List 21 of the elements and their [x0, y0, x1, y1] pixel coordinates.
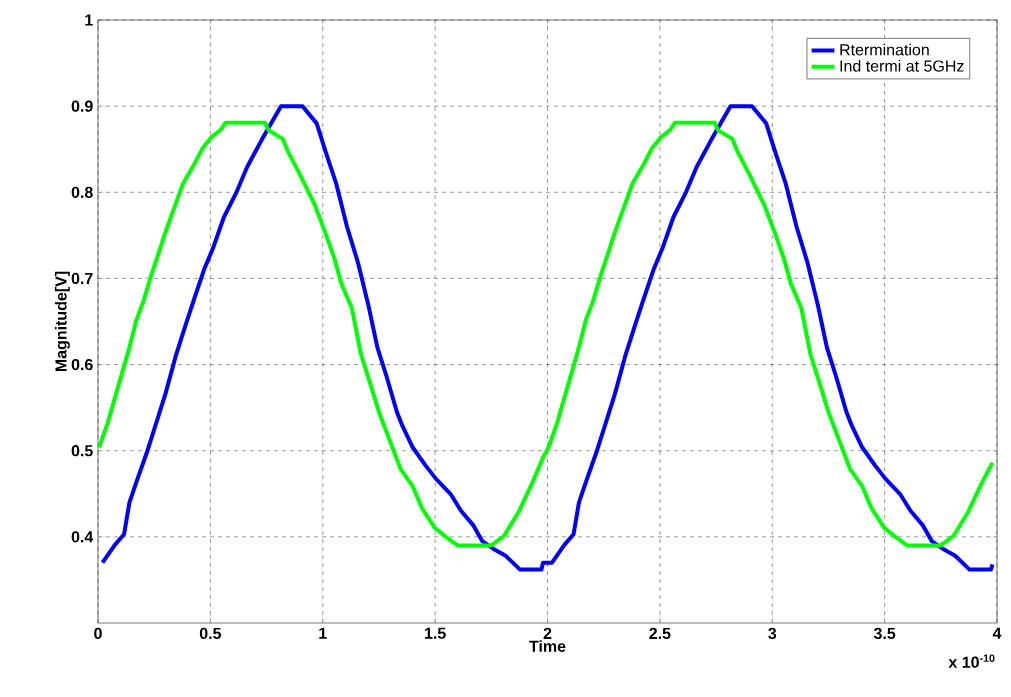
legend-label: Ind termi at 5GHz: [840, 59, 964, 72]
x-tick-label: 3: [768, 627, 777, 640]
y-tick-label: 0.9: [71, 100, 93, 112]
x-axis-title: Time: [529, 640, 566, 652]
text: x 10$^{-10}$: [948, 654, 995, 668]
y-axis-title: Magnitude[V]: [54, 271, 70, 372]
y-tick-label: 0.8: [71, 186, 93, 198]
y-tick-label: 0.6: [71, 358, 93, 371]
y-tick-label: 1: [85, 14, 93, 26]
x-tick-label: 2: [543, 627, 552, 639]
x-tick-label: 2.5: [649, 627, 671, 640]
x-tick-label: 0.5: [199, 627, 222, 640]
y-tick-label: 0.5: [71, 445, 93, 457]
y-tick-label: 0.7: [71, 272, 93, 285]
x-tick-label: 1.5: [425, 627, 446, 639]
legend-label: Rtermination: [840, 43, 929, 56]
x-tick-label: 1: [319, 627, 327, 639]
x-tick-label: 4: [992, 627, 1002, 639]
y-tick-label: 0.4: [71, 531, 94, 543]
x-tick-label: 3.5: [873, 627, 896, 640]
x-tick-label: 0: [94, 627, 102, 640]
